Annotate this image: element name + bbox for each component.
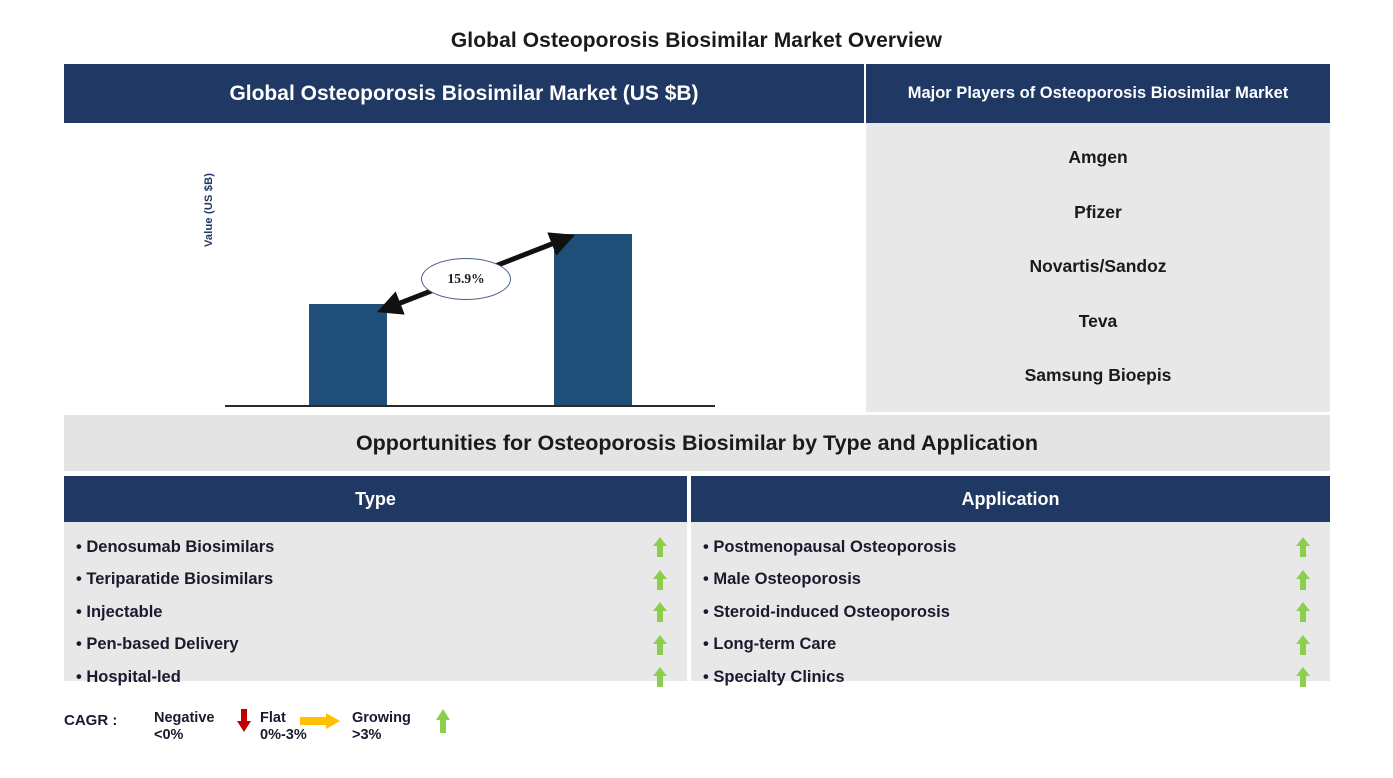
bar-chart: Value (US $B) 2025 2031 15.9% Source : xyxy=(64,123,864,464)
page-title: Global Osteoporosis Biosimilar Market Ov… xyxy=(450,29,943,52)
legend-negative-label: Negative xyxy=(154,710,215,726)
table-row: • Long-term Care xyxy=(691,629,1330,662)
x-axis-line xyxy=(225,405,715,407)
trend-up-arrow-icon xyxy=(435,709,451,733)
major-players-header: Major Players of Osteoporosis Biosimilar… xyxy=(866,64,1330,123)
trend-up-arrow-icon xyxy=(1296,634,1310,655)
market-chart-header: Global Osteoporosis Biosimilar Market (U… xyxy=(64,64,864,123)
row-label: • Specialty Clinics xyxy=(703,667,845,686)
trend-up-arrow-icon xyxy=(1296,569,1310,590)
row-label: • Long-term Care xyxy=(703,635,837,654)
trend-up-arrow-icon xyxy=(653,667,667,688)
cagr-value-bubble: 15.9% xyxy=(421,258,511,300)
trend-up-arrow-icon xyxy=(1296,667,1310,688)
table-row: • Denosumab Biosimilars xyxy=(64,531,687,564)
legend-title: CAGR : xyxy=(64,712,118,729)
trend-flat-arrow-icon xyxy=(300,713,344,729)
row-label: • Hospital-led xyxy=(76,667,181,686)
table-row: • Specialty Clinics xyxy=(691,661,1330,694)
row-label: • Postmenopausal Osteoporosis xyxy=(703,537,957,556)
table-row: • Injectable xyxy=(64,596,687,629)
list-item: Novartis/Sandoz xyxy=(1029,256,1167,276)
legend-flat-label: Flat xyxy=(260,710,286,726)
legend-growing: Growing >3% xyxy=(352,710,411,744)
y-axis-label: Value (US $B) xyxy=(203,172,215,247)
trend-up-arrow-icon xyxy=(653,537,667,558)
table-row: • Pen-based Delivery xyxy=(64,629,687,662)
column-header-type: Type xyxy=(64,476,687,522)
market-chart-panel: Global Osteoporosis Biosimilar Market (U… xyxy=(64,64,864,464)
table-row: • Postmenopausal Osteoporosis xyxy=(691,531,1330,564)
legend-negative-range: <0% xyxy=(154,727,184,743)
legend-flat: Flat 0%-3% xyxy=(260,710,307,744)
row-label: • Injectable xyxy=(76,602,163,621)
type-rows: • Denosumab Biosimilars • Teriparatide B… xyxy=(64,522,687,688)
bar-2025 xyxy=(309,304,387,405)
opportunities-header: Opportunities for Osteoporosis Biosimila… xyxy=(64,415,1330,471)
trend-down-arrow-icon xyxy=(236,709,252,733)
opportunities-type-column: Type • Denosumab Biosimilars • Teriparat… xyxy=(64,476,687,688)
table-row: • Male Osteoporosis xyxy=(691,564,1330,597)
row-label: • Steroid-induced Osteoporosis xyxy=(703,602,950,621)
column-header-application: Application xyxy=(691,476,1330,522)
application-rows: • Postmenopausal Osteoporosis • Male Ost… xyxy=(691,522,1330,688)
legend-growing-label: Growing xyxy=(352,710,411,726)
row-label: • Denosumab Biosimilars xyxy=(76,537,275,556)
row-label: • Pen-based Delivery xyxy=(76,635,239,654)
opportunities-application-column: Application • Postmenopausal Osteoporosi… xyxy=(691,476,1330,688)
row-label: • Male Osteoporosis xyxy=(703,570,861,589)
trend-up-arrow-icon xyxy=(653,634,667,655)
trend-up-arrow-icon xyxy=(653,569,667,590)
table-row: • Hospital-led xyxy=(64,661,687,694)
legend-growing-range: >3% xyxy=(352,727,382,743)
cagr-legend: CAGR : Negative <0% Flat 0%-3% Growing >… xyxy=(64,705,684,755)
trend-up-arrow-icon xyxy=(1296,602,1310,623)
list-item: Teva xyxy=(1078,310,1118,331)
list-item: Amgen xyxy=(1068,147,1128,167)
major-players-panel: Major Players of Osteoporosis Biosimilar… xyxy=(866,64,1330,412)
legend-flat-range: 0%-3% xyxy=(260,727,307,743)
list-item: Samsung Bioepis xyxy=(1024,365,1172,385)
trend-up-arrow-icon xyxy=(1296,537,1310,558)
legend-negative: Negative <0% xyxy=(154,710,214,744)
table-row: • Teriparatide Biosimilars xyxy=(64,564,687,597)
table-row: • Steroid-induced Osteoporosis xyxy=(691,596,1330,629)
row-label: • Teriparatide Biosimilars xyxy=(76,570,274,589)
trend-up-arrow-icon xyxy=(653,602,667,623)
list-item: Pfizer xyxy=(1074,201,1122,222)
major-players-list: Amgen Pfizer Novartis/Sandoz Teva Samsun… xyxy=(866,123,1330,412)
